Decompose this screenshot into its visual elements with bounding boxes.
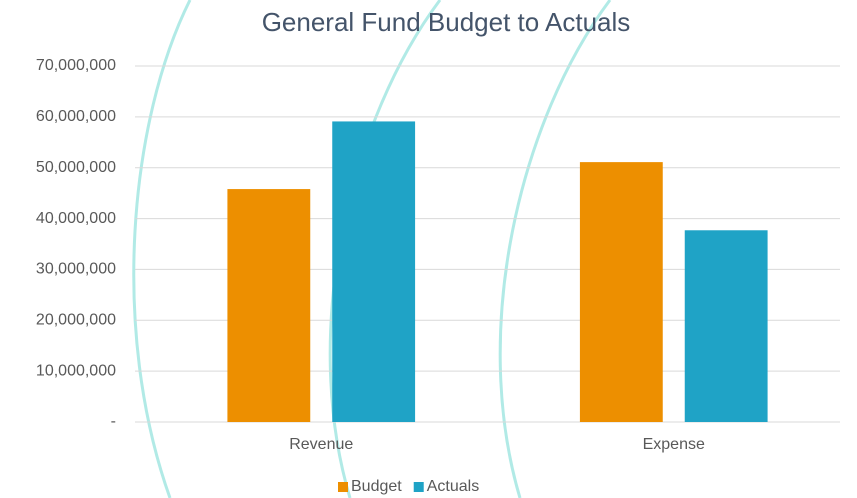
chart: General Fund Budget to Actuals - 10,000,0… [0, 0, 857, 498]
bar [332, 121, 415, 422]
y-tick-label: 50,000,000 [36, 159, 116, 176]
decor-arc [134, 0, 190, 498]
x-tick-label: Revenue [289, 436, 353, 453]
y-tick-label: 70,000,000 [36, 57, 116, 74]
y-tick-label: 20,000,000 [36, 312, 116, 329]
y-tick-label: 40,000,000 [36, 210, 116, 227]
chart-title: General Fund Budget to Actuals [262, 7, 631, 37]
legend-label: Actuals [427, 478, 479, 495]
y-tick-label: 30,000,000 [36, 261, 116, 278]
x-tick-label: Expense [643, 436, 705, 453]
y-tick-label: 10,000,000 [36, 362, 116, 379]
legend-label: Budget [351, 478, 402, 495]
legend-swatch [338, 482, 348, 492]
legend-swatch [414, 482, 424, 492]
page: General Fund Budget to Actuals - 10,000,0… [0, 0, 857, 498]
bar [685, 230, 768, 422]
bar [227, 189, 310, 422]
y-tick-label: - [111, 413, 116, 430]
bar [580, 162, 663, 422]
y-tick-label: 60,000,000 [36, 108, 116, 125]
